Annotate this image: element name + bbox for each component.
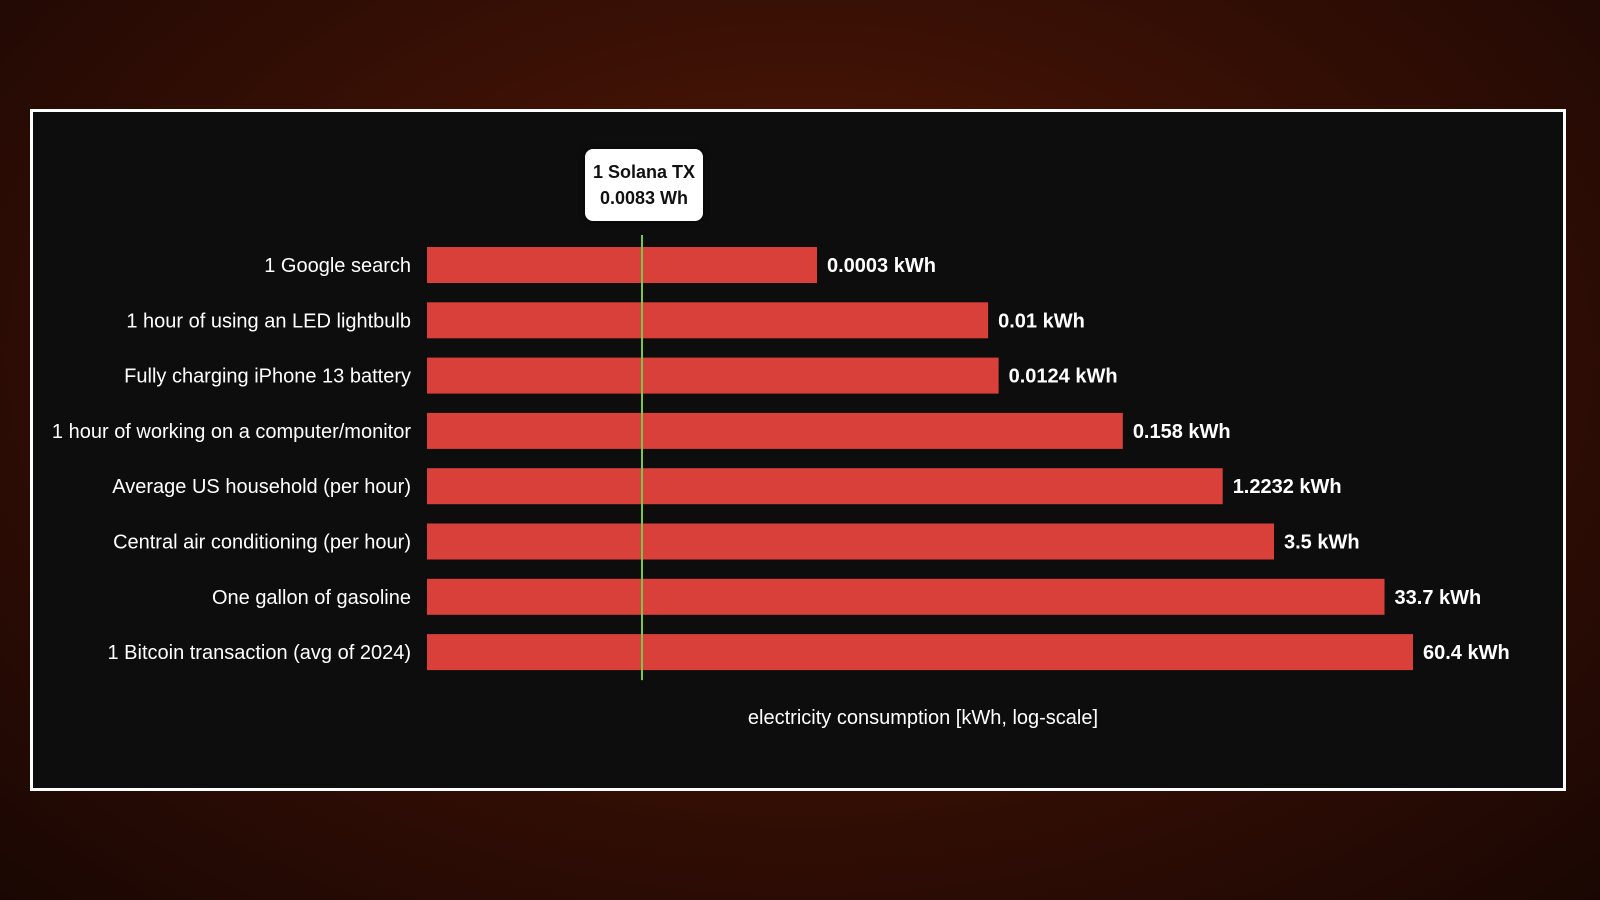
category-label-3: 1 hour of working on a computer/monitor [52,421,411,443]
bar-chart: 1 Google search 1 hour of using an LED li… [52,235,1510,729]
bar-5 [427,523,1275,560]
category-label-0: 1 Google search [264,255,411,277]
value-label-4: 1.2232 kWh [1233,476,1342,498]
category-label-7: 1 Bitcoin transaction (avg of 2024) [107,642,411,664]
bar-2 [427,357,999,394]
category-label-1: 1 hour of using an LED lightbulb [126,310,411,332]
bar-7 [427,634,1413,671]
value-label-3: 0.158 kWh [1133,421,1231,443]
callout-title: 1 Solana TX [592,162,696,182]
solana-callout: 1 Solana TX 0.0083 Wh [585,149,703,221]
category-label-4: Average US household (per hour) [112,476,411,498]
bar-6 [427,578,1385,615]
value-label-6: 33.7 kWh [1395,587,1482,609]
category-label-5: Central air conditioning (per hour) [113,532,411,554]
value-label-1: 0.01 kWh [998,310,1085,332]
bars-group [427,247,1413,671]
bar-3 [427,412,1123,449]
bar-4 [427,468,1223,505]
category-labels: 1 Google search 1 hour of using an LED li… [52,255,411,664]
value-labels: 0.0003 kWh 0.01 kWh 0.0124 kWh 0.158 kWh 1.2… [827,255,1510,664]
bar-0 [427,247,817,283]
x-axis-label: electricity consumption [kWh, log-scale] [748,707,1098,729]
category-label-6: One gallon of gasoline [212,587,411,609]
bar-1 [427,302,989,339]
value-label-2: 0.0124 kWh [1009,366,1118,388]
value-label-0: 0.0003 kWh [827,255,936,277]
value-label-5: 3.5 kWh [1284,532,1360,554]
callout-value: 0.0083 Wh [599,188,689,208]
value-label-7: 60.4 kWh [1423,642,1510,664]
chart-frame: 1 Google search 1 hour of using an LED li… [30,109,1566,791]
category-label-2: Fully charging iPhone 13 battery [124,366,411,388]
